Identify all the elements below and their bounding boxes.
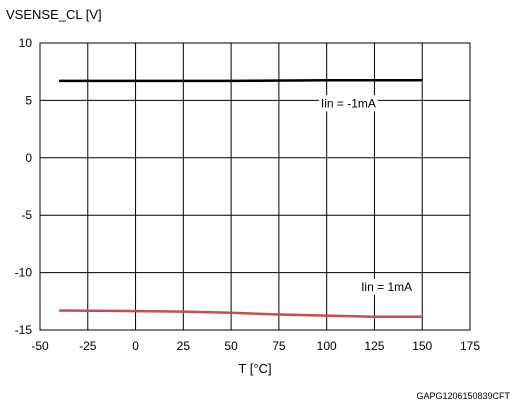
plot-frame (39, 42, 471, 331)
y-tick-label: 0 (25, 151, 32, 165)
y-axis-title: VSENSE_CL [V] (6, 7, 102, 22)
series-line-2 (59, 309, 423, 319)
x-tick-label: 75 (272, 339, 286, 353)
y-tick-labels: -15 -10 -5 0 5 10 (15, 36, 33, 337)
x-tick-label: 25 (177, 339, 191, 353)
x-tick-label: 0 (132, 339, 139, 353)
annotation-background (359, 279, 415, 295)
y-tick-label: -5 (21, 208, 32, 222)
figure-code: GAPG1206150839CFT (416, 391, 510, 401)
x-tick-label: -50 (31, 339, 49, 353)
x-tick-label: -25 (79, 339, 97, 353)
x-tick-label: 175 (460, 339, 480, 353)
y-tick-label: 10 (19, 36, 33, 50)
annotation-background (318, 95, 378, 112)
series-lines (59, 79, 423, 319)
x-tick-label: 100 (317, 339, 337, 353)
series-line-1 (59, 79, 423, 83)
x-tick-labels: -50 -25 0 25 50 75 100 125 150 175 (31, 339, 480, 353)
x-tick-label: 150 (412, 339, 432, 353)
y-tick-label: -10 (15, 266, 33, 280)
y-tick-label: 5 (25, 93, 32, 107)
x-axis-title: T [°C] (238, 361, 271, 376)
y-tick-label: -15 (15, 323, 33, 337)
annotation-series-1: Iin = -1mA (321, 96, 376, 110)
annotation-series-2: Iin = 1mA (361, 280, 412, 294)
x-tick-label: 50 (224, 339, 238, 353)
x-tick-label: 125 (364, 339, 384, 353)
